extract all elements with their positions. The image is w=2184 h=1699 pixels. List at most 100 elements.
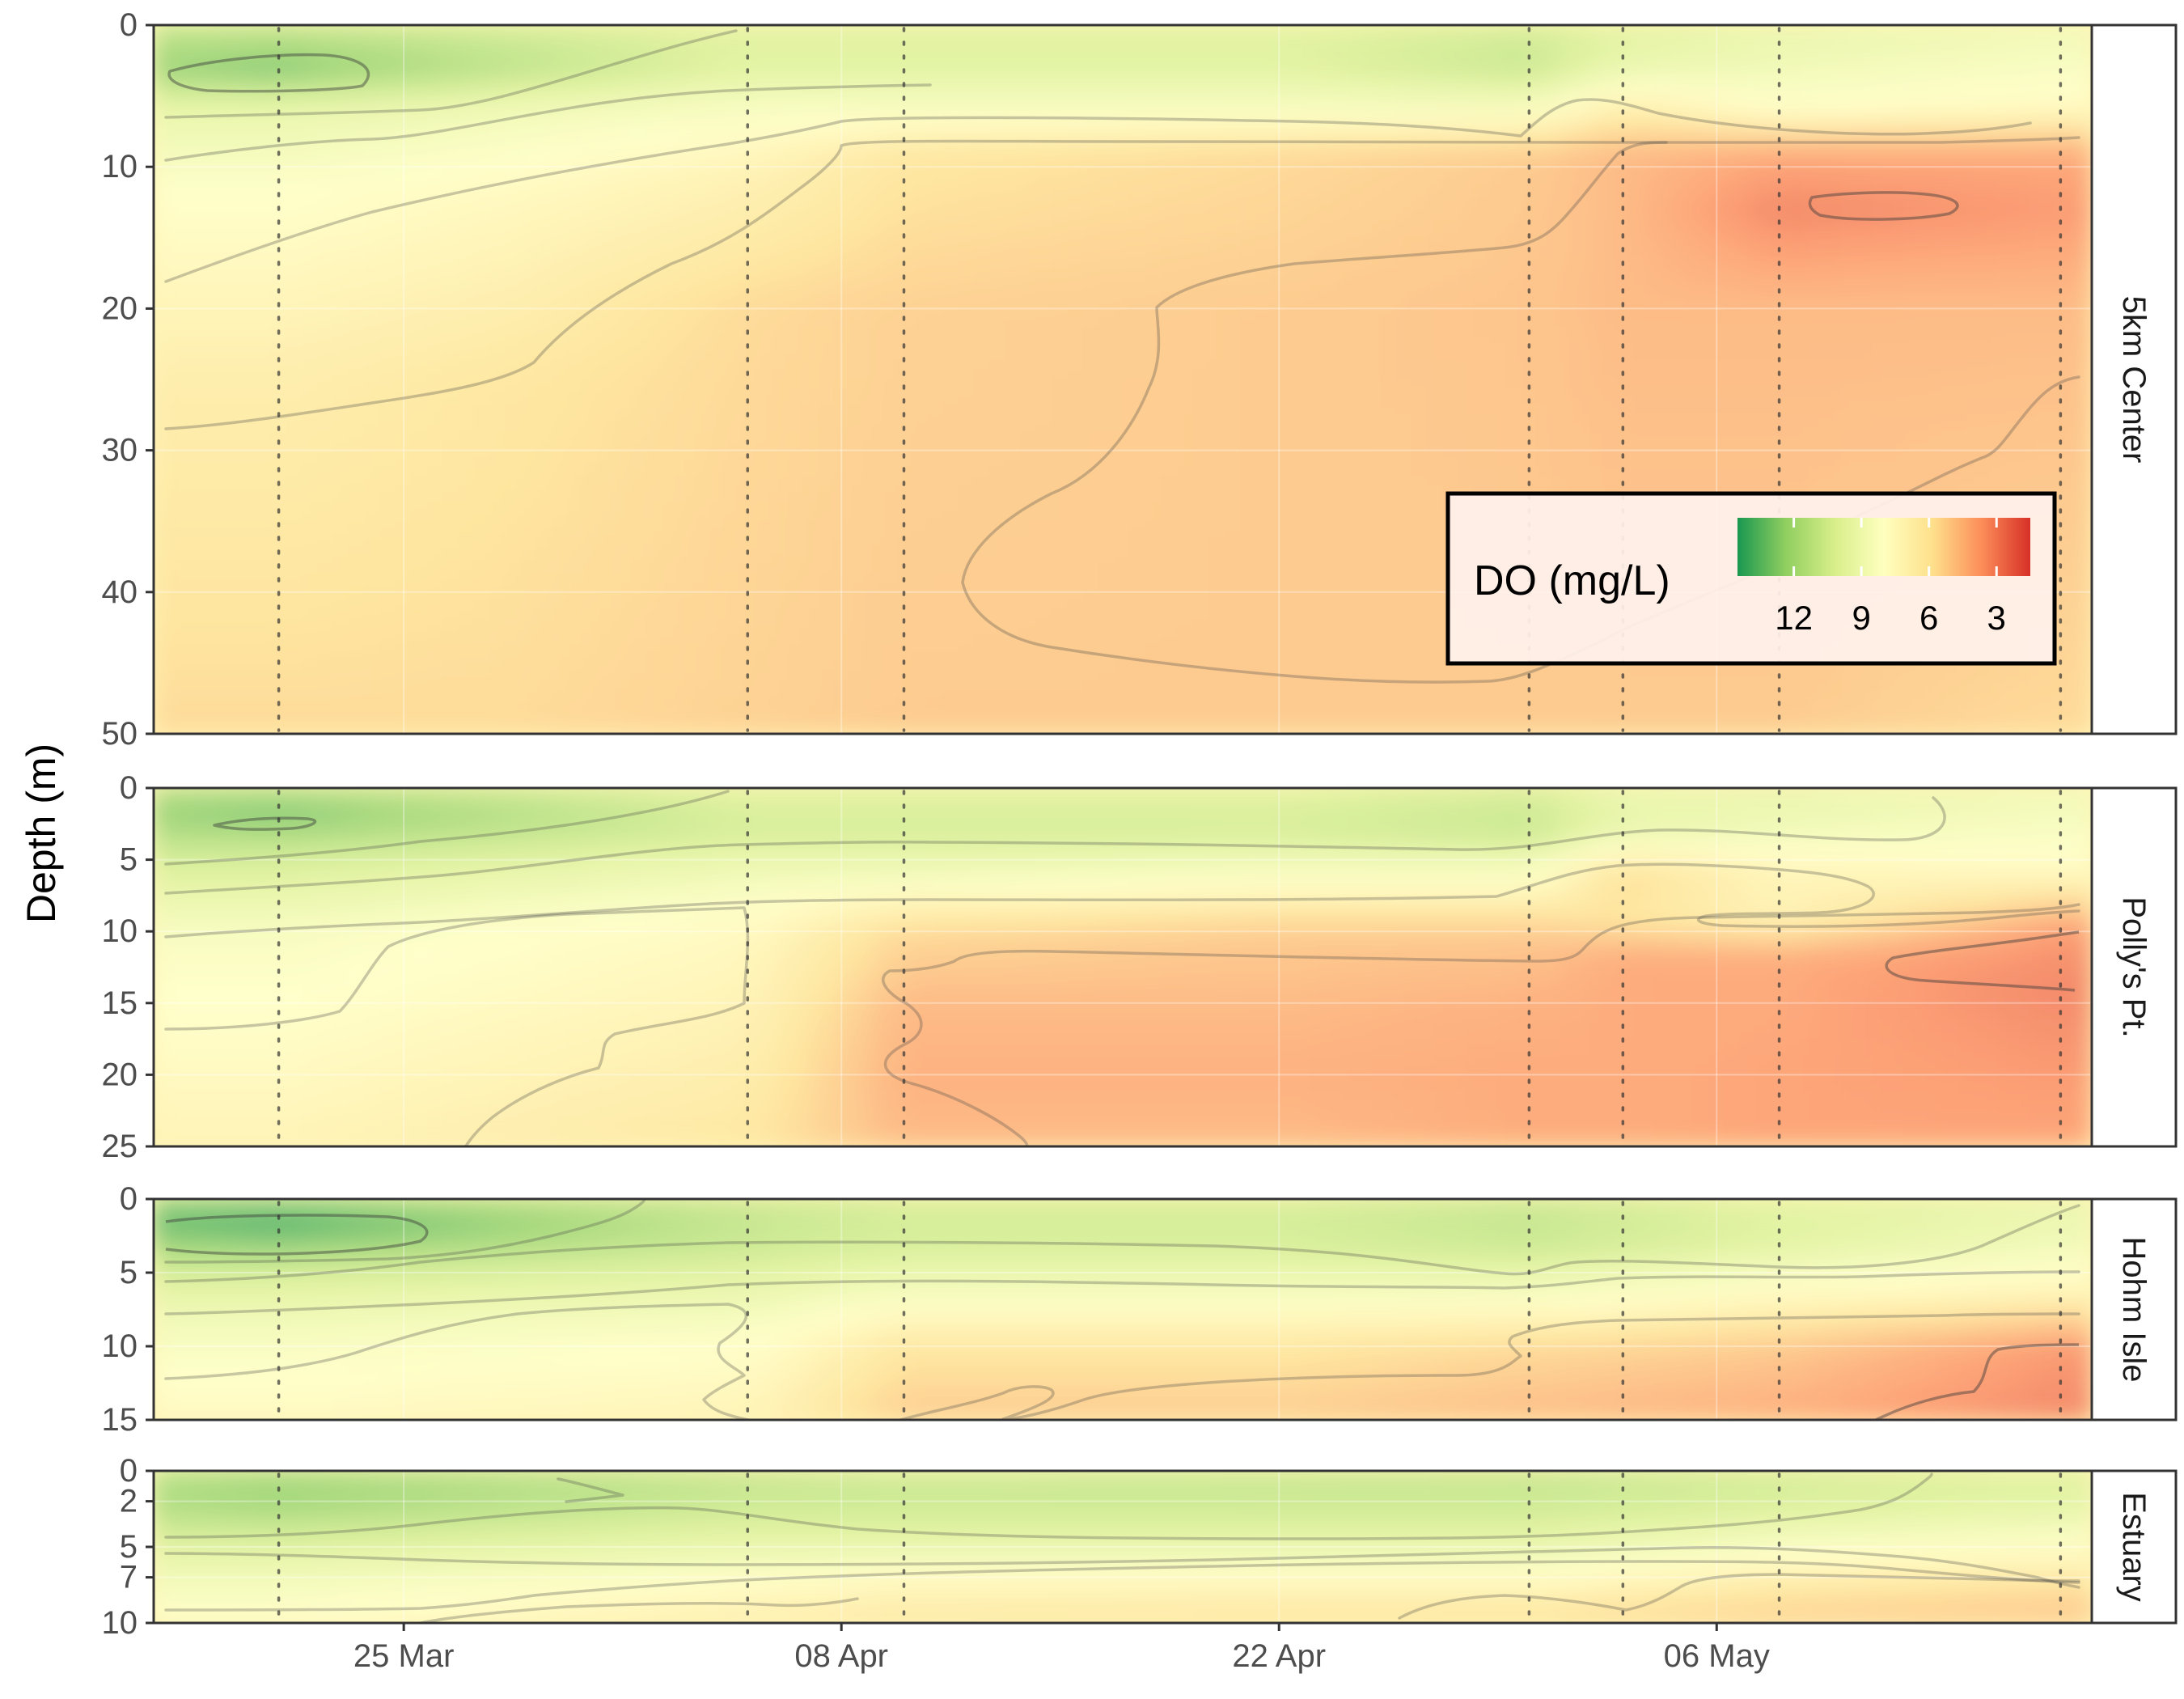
heatmap-cell [215, 644, 248, 664]
heatmap-cell [1122, 662, 1155, 682]
heatmap-cell [1278, 1290, 1311, 1311]
heatmap-cell [1028, 715, 1061, 734]
heatmap-cell [246, 236, 280, 256]
heatmap-cell [840, 449, 874, 469]
heatmap-cell [1653, 1363, 1687, 1384]
heatmap-cell [840, 697, 874, 718]
heatmap-cell [809, 1400, 843, 1420]
heatmap-cell [309, 1576, 342, 1594]
heatmap-cell [1872, 1290, 1906, 1311]
heatmap-cell [1653, 1471, 1687, 1487]
heatmap-cell [1466, 236, 1499, 256]
heatmap-cell [1653, 201, 1687, 221]
heatmap-cell [1716, 1235, 1749, 1256]
heatmap-cell [1934, 25, 1968, 44]
heatmap-cell [997, 1091, 1030, 1112]
heatmap-cell [559, 948, 592, 968]
heatmap-cell [1403, 556, 1437, 575]
heatmap-cell [1372, 112, 1405, 133]
heatmap-cell [371, 130, 405, 150]
heatmap-cell [777, 1199, 811, 1218]
heatmap-cell [1090, 1127, 1124, 1146]
heatmap-cell [559, 502, 592, 523]
heatmap-cell [340, 1485, 374, 1502]
heatmap-cell [1340, 1199, 1374, 1218]
heatmap-cell [246, 467, 280, 487]
heatmap-cell [1466, 1308, 1499, 1329]
heatmap-cell [997, 573, 1030, 593]
heatmap-cell [184, 254, 218, 274]
heatmap-cell [1528, 1109, 1561, 1129]
heatmap-cell [465, 1531, 499, 1548]
heatmap-cell [1028, 1327, 1061, 1348]
heatmap-cell [215, 184, 248, 203]
heatmap-cell [1090, 413, 1124, 434]
heatmap-cell [309, 41, 342, 61]
heatmap-cell [1872, 272, 1906, 292]
heatmap-cell [1153, 272, 1187, 292]
heatmap-cell [1590, 1531, 1624, 1548]
heatmap-cell [403, 858, 436, 879]
heatmap-cell [1184, 272, 1217, 292]
heatmap-cell [1340, 1591, 1374, 1609]
heatmap-cell [965, 59, 999, 79]
heatmap-cell [154, 1020, 186, 1040]
heatmap-cell [1466, 1500, 1499, 1518]
heatmap-cell [1246, 201, 1280, 221]
heatmap-cell [215, 1471, 248, 1487]
heatmap-cell [1340, 556, 1374, 575]
heatmap-cell [403, 573, 436, 593]
heatmap-cell [1466, 1020, 1499, 1040]
heatmap-cell [965, 894, 999, 914]
heatmap-cell [1434, 930, 1468, 951]
heatmap-cell [1684, 1056, 1718, 1076]
heatmap-cell [747, 1127, 780, 1146]
heatmap-cell [934, 1216, 967, 1237]
heatmap-cell [371, 1074, 405, 1094]
heatmap-cell [1434, 894, 1468, 914]
heatmap-cell [621, 1576, 655, 1594]
heatmap-cell [340, 556, 374, 575]
heatmap-cell [184, 608, 218, 629]
heatmap-cell [777, 502, 811, 523]
heatmap-cell [1246, 130, 1280, 150]
heatmap-cell [590, 361, 624, 380]
heatmap-cell [1590, 984, 1624, 1004]
heatmap-cell [403, 130, 436, 150]
heatmap-cell [1622, 1253, 1655, 1274]
heatmap-cell [277, 948, 311, 968]
heatmap-cell [684, 823, 717, 843]
heatmap-cell [1560, 1216, 1593, 1237]
heatmap-cell [371, 95, 405, 115]
heatmap-cell [1872, 1002, 1906, 1022]
heatmap-cell [1246, 396, 1280, 416]
heatmap-cell [154, 41, 186, 61]
heatmap-cell [1059, 1471, 1093, 1487]
heatmap-cell [1653, 1400, 1687, 1420]
heatmap-cell [1340, 236, 1374, 256]
heatmap-cell [277, 325, 311, 345]
heatmap-cell [1403, 1272, 1437, 1292]
heatmap-cell [1372, 148, 1405, 168]
heatmap-cell [2059, 662, 2092, 682]
heatmap-cell [840, 930, 874, 951]
heatmap-cell [621, 538, 655, 557]
heatmap-cell [871, 1272, 905, 1292]
heatmap-cell [340, 343, 374, 363]
heatmap-cell [154, 431, 186, 451]
heatmap-cell [1622, 1109, 1655, 1129]
heatmap-cell [1309, 662, 1343, 682]
heatmap-cell [215, 913, 248, 933]
heatmap-cell [747, 1253, 780, 1274]
heatmap-cell [590, 1002, 624, 1022]
heatmap-cell [1840, 1400, 1874, 1420]
heatmap-cell [215, 876, 248, 896]
heatmap-cell [1122, 805, 1155, 825]
heatmap-cell [215, 984, 248, 1004]
heatmap-cell [1934, 913, 1968, 933]
heatmap-cell [1997, 715, 2030, 734]
heatmap-cell [1622, 1127, 1655, 1146]
heatmap-cell [1840, 662, 1874, 682]
heatmap-cell [1528, 343, 1561, 363]
heatmap-cell [1653, 984, 1687, 1004]
